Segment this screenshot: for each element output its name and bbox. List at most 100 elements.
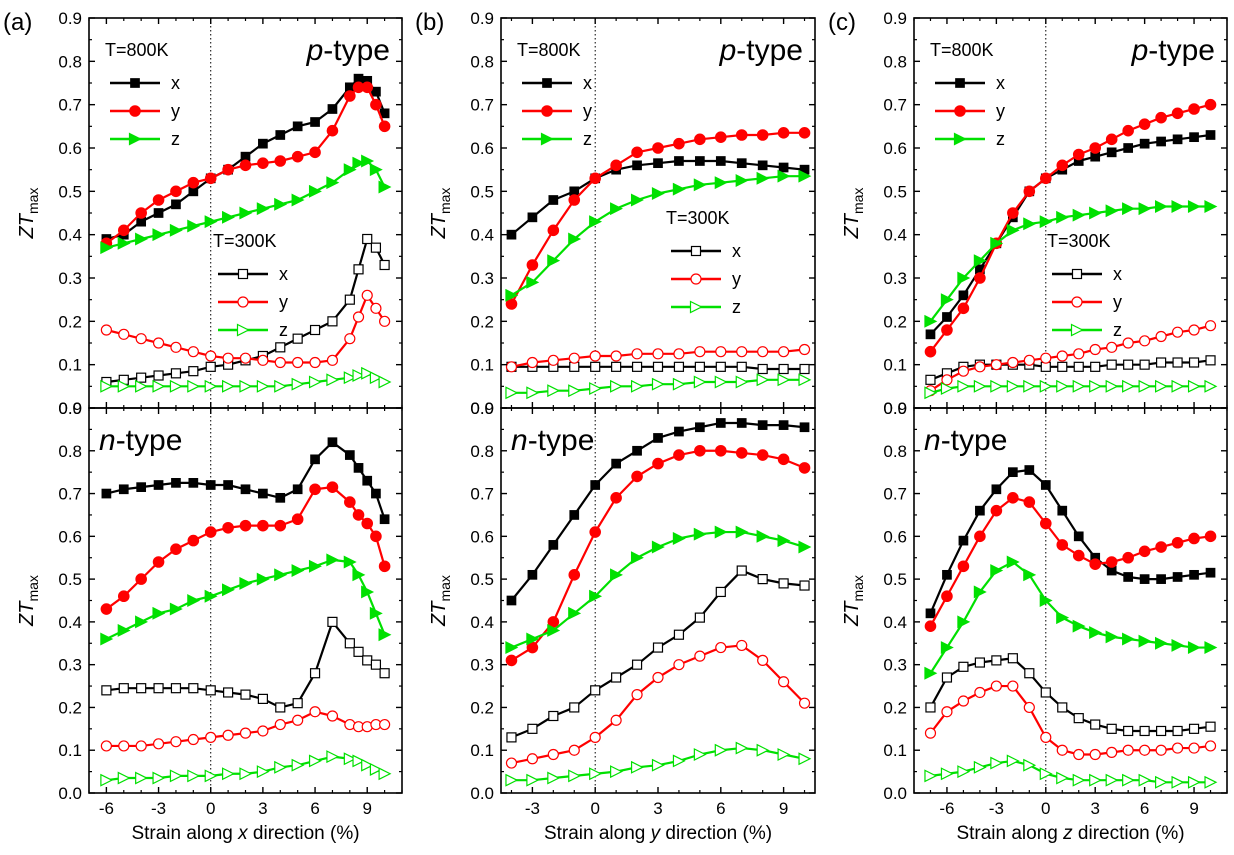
data-point bbox=[798, 127, 811, 139]
legend-label-z: z bbox=[171, 129, 180, 149]
data-point bbox=[924, 314, 938, 328]
y-axis-label-main: ZT bbox=[428, 212, 450, 239]
data-point bbox=[925, 329, 936, 340]
data-point bbox=[693, 375, 707, 389]
y-axis-label: ZTmax bbox=[16, 188, 41, 240]
data-point bbox=[1156, 725, 1167, 737]
x-tick-label: 0 bbox=[1041, 799, 1050, 818]
y-tick-label: 0.6 bbox=[58, 527, 82, 546]
data-point bbox=[798, 462, 811, 474]
data-point bbox=[257, 693, 268, 704]
data-point bbox=[240, 484, 251, 495]
data-point bbox=[353, 264, 364, 275]
series-y-filled bbox=[505, 127, 811, 310]
data-point bbox=[527, 569, 538, 580]
y-axis-label: ZTmax bbox=[428, 188, 453, 240]
data-point bbox=[693, 748, 707, 761]
data-point bbox=[651, 187, 665, 200]
data-point bbox=[990, 680, 1002, 692]
data-point bbox=[1171, 326, 1184, 338]
data-point bbox=[672, 754, 686, 768]
data-point bbox=[152, 194, 165, 206]
data-point bbox=[974, 361, 986, 373]
x-axis-label-pre: Strain along bbox=[544, 823, 651, 844]
data-point bbox=[673, 629, 685, 640]
data-point bbox=[1189, 132, 1199, 143]
data-point bbox=[548, 195, 559, 205]
data-point bbox=[569, 510, 580, 520]
data-point bbox=[778, 420, 789, 430]
data-point bbox=[589, 526, 601, 538]
data-point bbox=[1204, 775, 1218, 789]
data-point bbox=[990, 504, 1003, 517]
data-point bbox=[778, 363, 789, 375]
legend-marker bbox=[1071, 268, 1083, 280]
data-point bbox=[1006, 379, 1020, 393]
data-point bbox=[1156, 357, 1167, 368]
data-point bbox=[714, 743, 728, 757]
data-point bbox=[991, 484, 1002, 495]
data-point bbox=[187, 176, 200, 189]
data-point bbox=[352, 156, 366, 170]
data-point bbox=[610, 765, 623, 779]
data-point bbox=[652, 642, 664, 653]
data-point bbox=[361, 154, 375, 168]
data-point bbox=[188, 478, 199, 488]
data-point bbox=[1171, 536, 1184, 549]
y-tick-label: 0.3 bbox=[58, 269, 82, 288]
data-point bbox=[735, 447, 748, 459]
y-tick-label: 0.3 bbox=[883, 269, 907, 288]
data-point bbox=[275, 702, 286, 713]
data-point bbox=[135, 740, 147, 752]
data-point bbox=[370, 659, 382, 670]
data-point bbox=[610, 714, 622, 726]
data-point bbox=[204, 589, 218, 603]
y-tick-label: 0.0 bbox=[470, 784, 494, 803]
y-tick-label: 0.1 bbox=[58, 356, 82, 375]
data-point bbox=[1039, 172, 1052, 185]
data-point bbox=[1039, 767, 1053, 781]
data-point bbox=[694, 361, 705, 372]
y-axis-label-sub: max bbox=[850, 188, 866, 214]
data-point bbox=[957, 302, 970, 315]
data-point bbox=[547, 224, 560, 237]
x-axis-label-axis: x bbox=[237, 823, 249, 844]
data-point bbox=[1023, 758, 1037, 772]
data-point bbox=[136, 683, 147, 694]
data-point bbox=[958, 535, 969, 546]
data-point bbox=[327, 316, 338, 327]
x-tick-label: 9 bbox=[1189, 799, 1198, 818]
type-suffix: -type bbox=[941, 424, 1008, 457]
y-tick-label: 0.4 bbox=[58, 613, 82, 632]
data-point bbox=[292, 356, 304, 369]
data-point bbox=[1139, 725, 1150, 737]
series-line bbox=[929, 657, 1211, 733]
data-point bbox=[1205, 721, 1216, 732]
data-point bbox=[171, 478, 181, 488]
legend-marker bbox=[541, 105, 553, 117]
data-point bbox=[1040, 480, 1051, 490]
data-point bbox=[505, 654, 518, 667]
type-suffix: -type bbox=[116, 424, 183, 457]
data-point bbox=[924, 727, 937, 739]
series-line bbox=[105, 486, 386, 610]
y-axis-label-sub: max bbox=[25, 188, 41, 214]
series-line bbox=[929, 324, 1211, 392]
data-point bbox=[1056, 159, 1069, 172]
data-point bbox=[378, 560, 391, 573]
data-point bbox=[526, 386, 540, 400]
data-point bbox=[256, 572, 270, 586]
data-point bbox=[958, 290, 969, 301]
data-point bbox=[568, 606, 582, 620]
y-tick-label: 0.7 bbox=[58, 485, 82, 504]
data-point bbox=[152, 379, 166, 393]
data-point bbox=[187, 534, 200, 547]
data-point bbox=[1205, 355, 1216, 366]
legend-label-y: y bbox=[583, 101, 592, 121]
plot-area bbox=[505, 127, 812, 400]
data-point bbox=[941, 590, 953, 603]
data-point bbox=[569, 702, 580, 713]
data-point bbox=[974, 686, 986, 699]
y-tick-label: 0.8 bbox=[883, 442, 907, 461]
